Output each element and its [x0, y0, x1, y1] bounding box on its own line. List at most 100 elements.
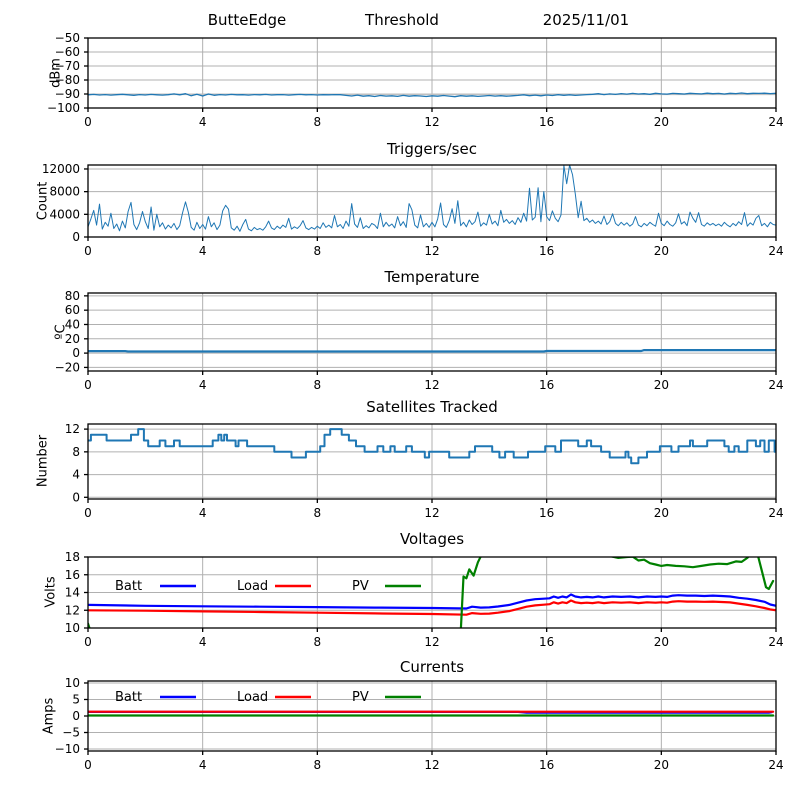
x-tick-label: 0	[84, 244, 92, 258]
x-tick-label: 12	[424, 244, 439, 258]
chart-voltages-series-pv	[88, 557, 775, 628]
y-tick-label: −20	[55, 360, 80, 374]
x-tick-label: 4	[199, 635, 207, 649]
y-tick-label: 40	[65, 317, 80, 331]
chart-satellites: 0 4 8 12 16 20 24 12 8 4 0	[65, 422, 784, 520]
x-tick-label: 20	[654, 758, 669, 772]
x-tick-label: 12	[424, 758, 439, 772]
legend-label-pv: PV	[352, 690, 369, 705]
x-tick-label: 4	[199, 378, 207, 392]
header-mode: Threshold	[365, 11, 439, 29]
header-station: ButteEdge	[207, 11, 287, 29]
y-tick-label: −50	[55, 31, 80, 45]
x-tick-label: 16	[539, 758, 554, 772]
ylabel-count: Count	[35, 181, 51, 221]
y-tick-label: −60	[55, 45, 80, 59]
y-tick-label: 16	[65, 568, 80, 582]
legend-label-load: Load	[237, 579, 268, 594]
x-tick-label: 12	[424, 378, 439, 392]
y-tick-label: 12	[65, 422, 80, 436]
x-tick-label: 16	[539, 378, 554, 392]
y-tick-label: 0	[72, 346, 80, 360]
ylabel-degc: ºC	[53, 324, 69, 340]
x-tick-label: 4	[199, 115, 207, 129]
x-tick-label: 0	[84, 506, 92, 520]
x-tick-label: 24	[768, 758, 783, 772]
chart-triggers-series-group	[88, 165, 776, 232]
chart-temperature-title: Temperature	[384, 268, 480, 286]
x-tick-label: 0	[84, 635, 92, 649]
header-date: 2025/11/01	[542, 11, 630, 29]
x-tick-label: 8	[314, 506, 322, 520]
ylabel-amps: Amps	[41, 697, 57, 735]
x-tick-label: 8	[314, 378, 322, 392]
x-tick-label: 20	[654, 378, 669, 392]
x-tick-label: 0	[84, 758, 92, 772]
chart-signal-series-signal	[88, 92, 776, 98]
x-tick-label: 20	[654, 244, 669, 258]
chart-satellites-series-group	[88, 428, 776, 465]
y-tick-label: 10	[65, 676, 80, 690]
ylabel-volts: Volts	[43, 576, 59, 608]
y-tick-label: 5	[72, 692, 80, 706]
x-tick-label: 20	[654, 506, 669, 520]
chart-voltages-title: Voltages	[399, 530, 465, 548]
x-tick-label: 16	[539, 506, 554, 520]
y-tick-label: −90	[55, 87, 80, 101]
x-tick-label: 8	[314, 635, 322, 649]
x-tick-label: 8	[314, 758, 322, 772]
y-tick-label: 20	[65, 332, 80, 346]
legend-label-batt: Batt	[115, 690, 142, 705]
x-tick-label: 4	[199, 244, 207, 258]
x-tick-label: 12	[424, 115, 439, 129]
x-tick-label: 4	[199, 758, 207, 772]
chart-satellites-title: Satellites Tracked	[366, 398, 498, 416]
chart-satellites-series-sats	[88, 428, 776, 465]
ylabel-dbm: dBm	[48, 58, 64, 88]
chart-voltages-series-load	[88, 599, 776, 616]
chart-temperature-series-temp	[88, 349, 776, 353]
x-tick-label: 20	[654, 115, 669, 129]
chart-voltages-series-batt	[88, 593, 776, 610]
legend-label-load: Load	[237, 690, 268, 705]
y-tick-label: 4000	[49, 207, 80, 221]
x-tick-label: 16	[539, 635, 554, 649]
y-tick-label: 4	[72, 468, 80, 482]
legend-label-pv: PV	[352, 579, 369, 594]
chart-currents: 0 4 8 12 16 20 24 10 5 0 −5 −10 Batt Load PV	[55, 676, 784, 772]
y-tick-label: 12	[65, 603, 80, 617]
y-tick-label: 8000	[49, 185, 80, 199]
ylabel-number: Number	[35, 434, 51, 488]
x-tick-label: 24	[768, 506, 783, 520]
y-tick-label: −5	[62, 726, 80, 740]
y-tick-label: −10	[55, 742, 80, 756]
y-tick-label: −100	[47, 101, 80, 115]
x-tick-label: 24	[768, 378, 783, 392]
chart-currents-title: Currents	[399, 658, 465, 676]
y-tick-label: 12000	[42, 162, 80, 176]
chart-temperature-series-group	[88, 349, 776, 353]
x-tick-label: 0	[84, 378, 92, 392]
x-tick-label: 12	[424, 635, 439, 649]
chart-triggers-series-triggers	[88, 165, 776, 232]
y-tick-label: 0	[72, 709, 80, 723]
x-tick-label: 8	[314, 244, 322, 258]
x-tick-label: 16	[539, 115, 554, 129]
chart-signal-series-group	[88, 92, 776, 98]
x-tick-label: 4	[199, 506, 207, 520]
y-tick-label: 0	[72, 490, 80, 504]
legend-label-batt: Batt	[115, 579, 142, 594]
x-tick-label: 16	[539, 244, 554, 258]
y-tick-label: 14	[65, 586, 80, 600]
y-tick-label: 60	[65, 303, 80, 317]
x-tick-label: 12	[424, 506, 439, 520]
x-tick-label: 24	[768, 635, 783, 649]
x-tick-label: 8	[314, 115, 322, 129]
x-tick-label: 0	[84, 115, 92, 129]
x-tick-label: 24	[768, 244, 783, 258]
y-tick-label: 10	[65, 621, 80, 635]
x-tick-label: 20	[654, 635, 669, 649]
